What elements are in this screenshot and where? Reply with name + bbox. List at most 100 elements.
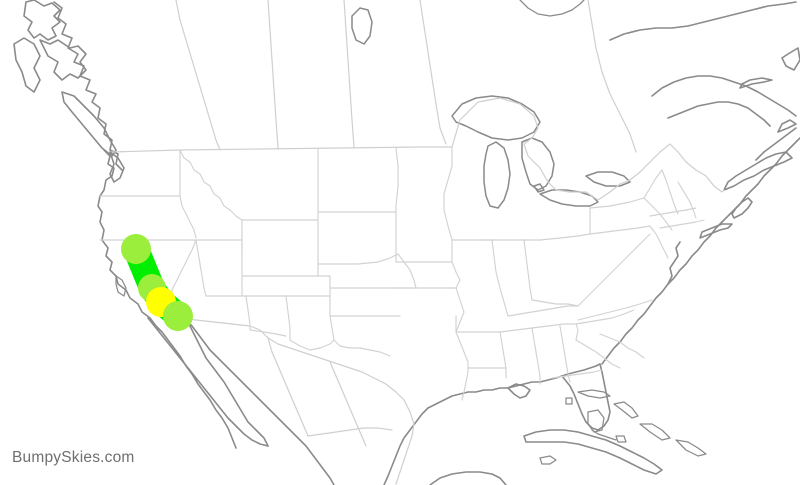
coastline-cape-cod bbox=[731, 197, 753, 219]
coastline-prince-edward-island bbox=[777, 119, 797, 133]
lake-michigan bbox=[483, 141, 511, 209]
border-tn-nc bbox=[575, 309, 635, 325]
lake-huron bbox=[521, 137, 555, 191]
border-va-nc bbox=[577, 299, 653, 321]
lake-ontario bbox=[585, 171, 631, 187]
border-ok-tx-panhandle bbox=[329, 315, 391, 357]
coastline-bahamas-small-1 bbox=[565, 397, 573, 405]
coastline-st-lawrence-south bbox=[667, 101, 771, 127]
coastline-bahamas-long bbox=[639, 423, 671, 441]
watermark-bumpyskies: BumpySkies.com bbox=[12, 449, 135, 466]
border-il-in bbox=[491, 239, 509, 317]
border-in-oh bbox=[523, 239, 533, 301]
border-or-id bbox=[179, 195, 197, 239]
border-az-nm bbox=[245, 295, 251, 331]
border-oh-pa-wv bbox=[539, 233, 591, 241]
coastline-baja-east bbox=[185, 319, 269, 447]
coastline-louisiana-delta bbox=[507, 383, 531, 399]
great-lakes-group bbox=[351, 7, 631, 209]
turbulence-marker-smooth[interactable]: Smooth bbox=[163, 301, 193, 331]
border-wv-va bbox=[577, 233, 651, 307]
coastline-gulf-texas bbox=[383, 375, 563, 485]
border-ga-nc-sc bbox=[575, 323, 579, 341]
border-nm-south bbox=[249, 329, 287, 337]
border-tx-la bbox=[455, 331, 469, 401]
coastline-vancouver-island-north bbox=[39, 39, 87, 81]
coastline-isla-juventud bbox=[539, 455, 557, 465]
lake-superior bbox=[451, 95, 541, 141]
border-ut-nv bbox=[195, 239, 207, 297]
border-al-ga bbox=[559, 325, 571, 383]
coastline-mexico-west bbox=[185, 319, 335, 485]
coastline-british-columbia bbox=[53, 1, 123, 171]
border-ky-oh-wv bbox=[531, 299, 579, 307]
coastline-st-lawrence-north bbox=[651, 75, 797, 117]
coastline-bahamas-andros bbox=[587, 409, 605, 433]
coastline-quebec-north bbox=[609, 1, 797, 41]
border-us-canada-west bbox=[111, 146, 453, 153]
coastline-atlantic-southeast bbox=[601, 221, 723, 365]
coastline-olympic-peninsula bbox=[109, 151, 125, 183]
border-pa-ny bbox=[589, 197, 645, 209]
border-canada-alberta-sask bbox=[267, 0, 279, 149]
border-canada-bc-alberta bbox=[175, 0, 221, 151]
turbulence-marker-smooth[interactable]: Smooth bbox=[121, 234, 151, 264]
border-us-canada-east bbox=[451, 97, 725, 201]
border-mexico-states-1 bbox=[267, 337, 309, 437]
border-ga-fl bbox=[551, 369, 603, 379]
lake-st-clair bbox=[533, 183, 545, 193]
border-mexico-states-3 bbox=[307, 427, 393, 437]
coastline-queen-charlotte bbox=[13, 37, 41, 93]
border-il-ky bbox=[507, 305, 579, 317]
border-nc-sc bbox=[599, 333, 645, 359]
border-nm-tx bbox=[285, 295, 291, 341]
border-ky-tn bbox=[499, 323, 577, 333]
coastline-bahamas-eleuthera bbox=[613, 401, 639, 419]
border-vt-nh bbox=[661, 169, 679, 215]
lake-winnipeg bbox=[351, 7, 373, 45]
coastline-chesapeake bbox=[667, 241, 681, 285]
border-ia-il bbox=[451, 261, 461, 289]
border-sd-ne bbox=[317, 253, 399, 265]
border-id-mt bbox=[179, 149, 243, 221]
coastline-long-island bbox=[699, 223, 733, 239]
coastline-hudson-bay bbox=[519, 0, 585, 17]
border-nj-ny bbox=[643, 197, 673, 231]
border-nd-mn bbox=[395, 147, 399, 213]
coastline-us-west bbox=[97, 195, 237, 449]
coastline-bahamas-grand bbox=[577, 389, 611, 399]
border-ms-al bbox=[531, 327, 541, 385]
coastline-cuba bbox=[523, 429, 663, 475]
coastline-florida bbox=[561, 363, 611, 431]
coastline-new-brunswick bbox=[755, 127, 797, 161]
coastline-nova-scotia bbox=[723, 151, 793, 191]
border-ne-ia bbox=[397, 253, 417, 289]
border-canada-sask-manitoba bbox=[343, 0, 355, 148]
border-us-mexico bbox=[177, 317, 415, 485]
turbulence-markers-group[interactable]: SmoothSmoothLight chopSmooth bbox=[121, 234, 193, 331]
lake-erie bbox=[539, 189, 599, 207]
border-md-de bbox=[649, 225, 669, 259]
border-mo-il-ky bbox=[455, 287, 465, 333]
coastline-san-francisco-bay bbox=[115, 275, 127, 297]
border-pa-md bbox=[589, 225, 651, 235]
coastline-new-england bbox=[721, 137, 800, 223]
coastline-washington bbox=[99, 149, 115, 197]
border-sc-ga bbox=[575, 339, 621, 369]
border-mn-wi bbox=[443, 147, 453, 263]
coastline-newfoundland bbox=[781, 47, 800, 71]
border-ny-ct-ma bbox=[649, 207, 697, 217]
coastline-bahamas-outer bbox=[675, 439, 707, 457]
border-ar-ms-la bbox=[499, 331, 507, 379]
border-nh-me bbox=[677, 181, 697, 219]
coastlines-group bbox=[13, 0, 800, 485]
border-tx-nm-west bbox=[289, 339, 335, 351]
border-mexico-states-2 bbox=[329, 361, 367, 447]
coastline-florida-keys bbox=[591, 429, 617, 441]
coastline-yucatan bbox=[429, 471, 507, 485]
coastline-baja-west bbox=[147, 317, 269, 447]
coastline-anticosti bbox=[739, 77, 773, 89]
border-canada-manitoba-ontario bbox=[419, 0, 447, 145]
